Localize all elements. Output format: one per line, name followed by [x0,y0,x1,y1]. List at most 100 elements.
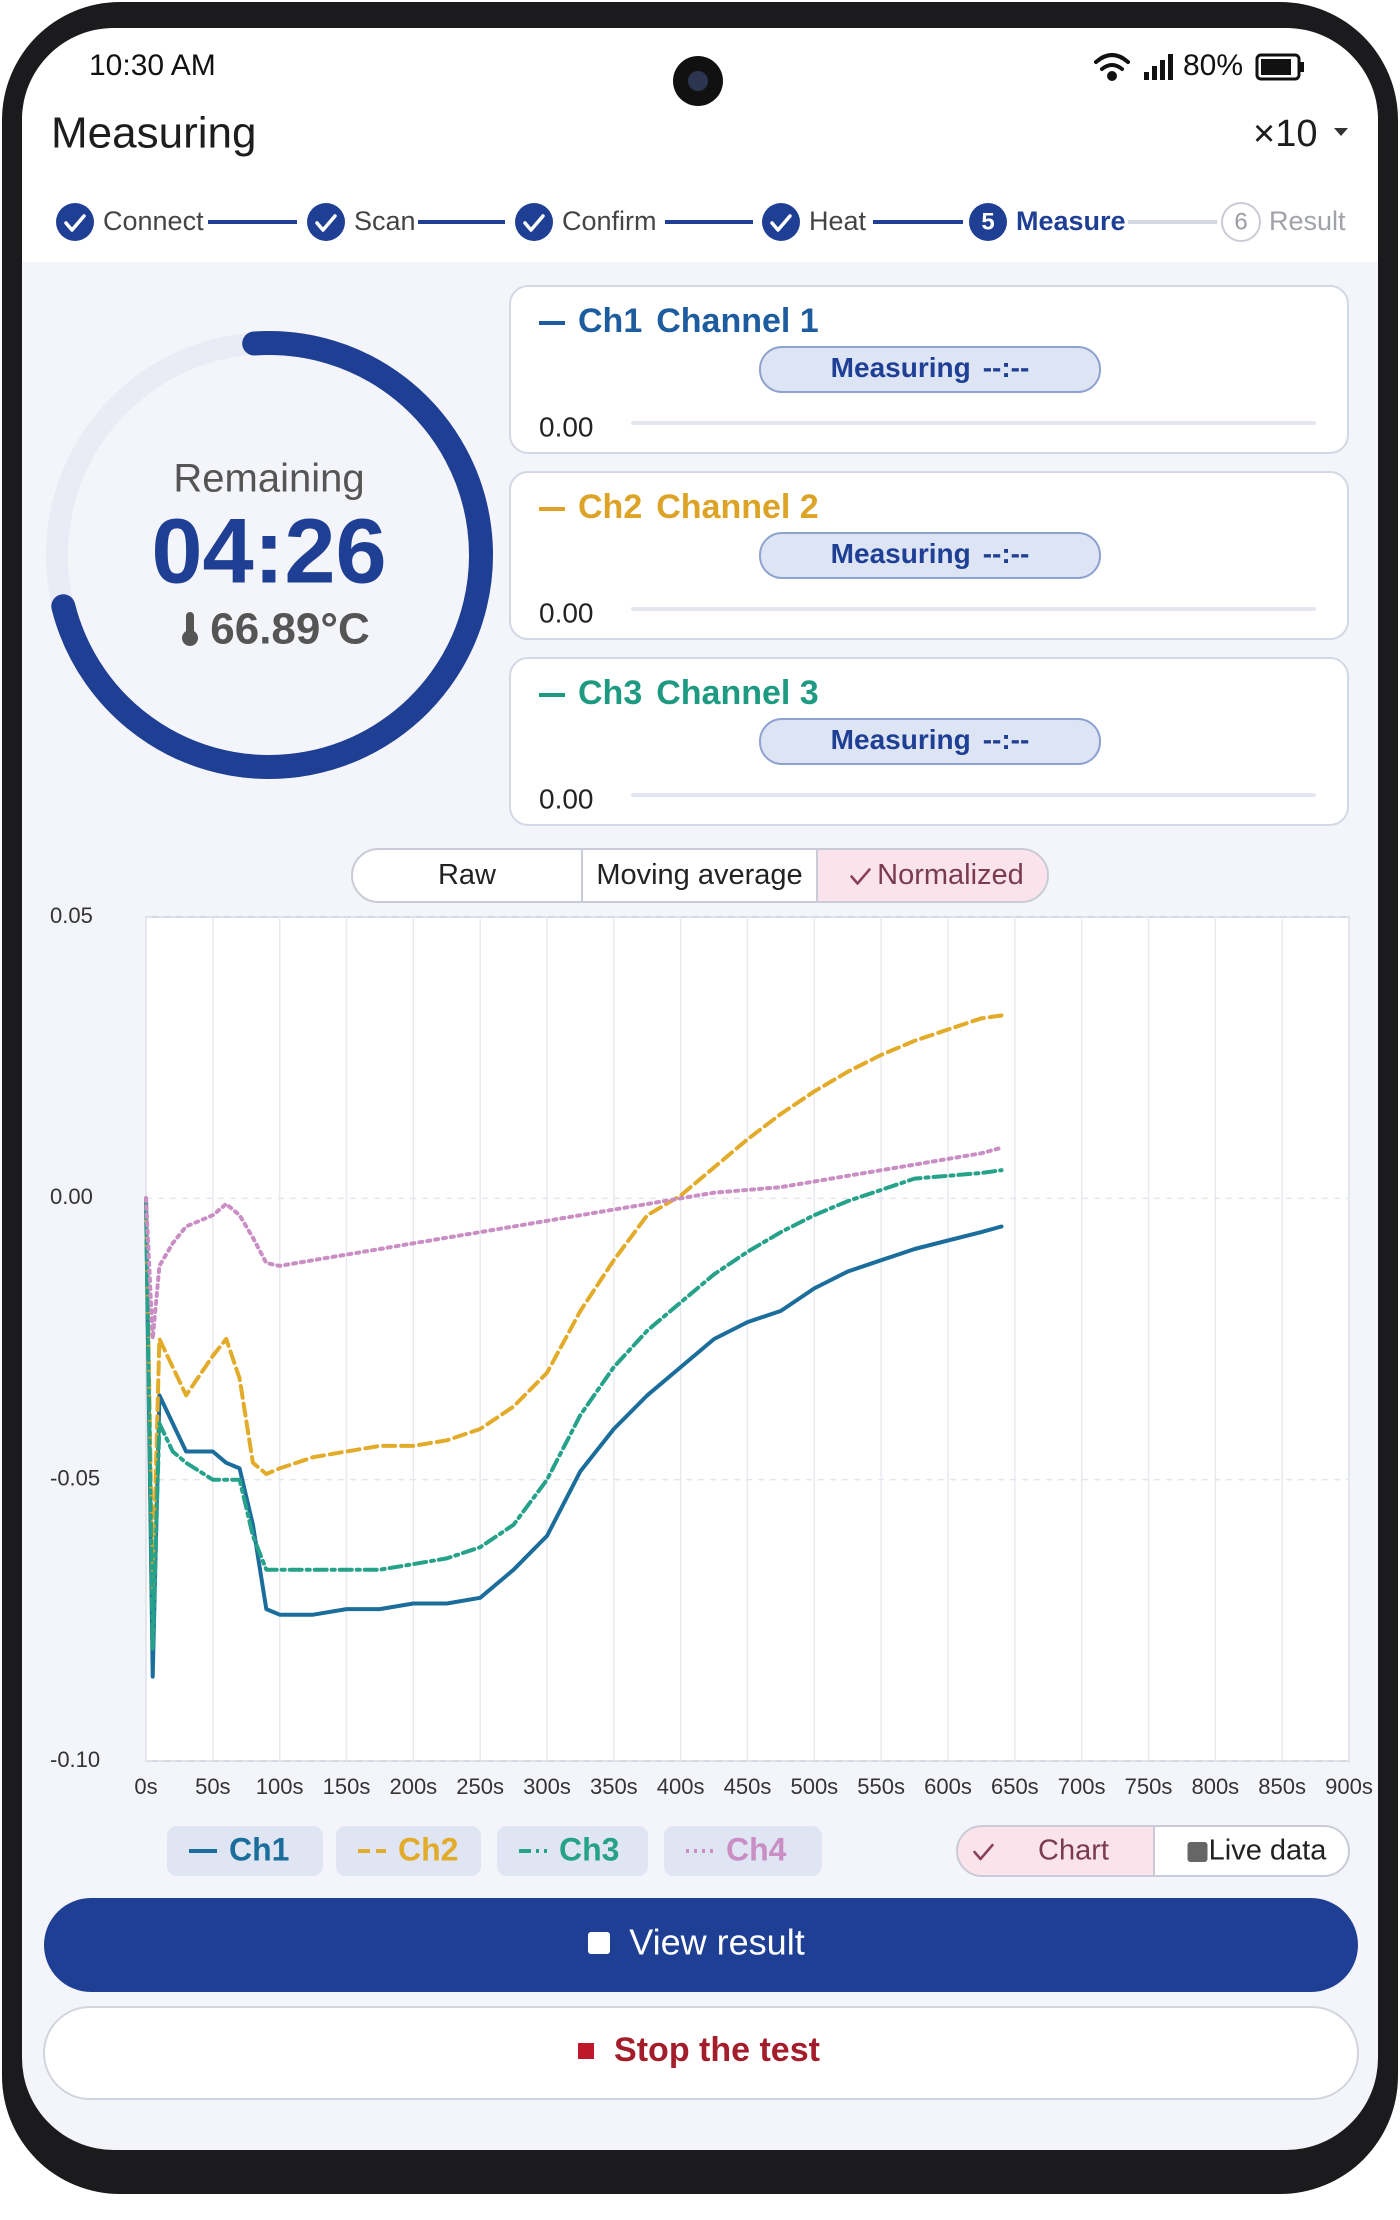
x-tick-label: 300s [523,1774,571,1799]
channel-name: Channel 2 [656,488,818,526]
segmented-control[interactable]: Chart Live data [956,1825,1350,1877]
status-time: 10:30 AM [89,49,216,82]
status-pill [759,346,1101,393]
view-result-button[interactable]: View result [44,1898,1358,1992]
series-line [144,1196,1004,1679]
segment-selected-bg [817,849,1048,902]
segmented-control[interactable]: Raw Moving average Normalized [351,848,1049,903]
x-tick-label: 800s [1191,1774,1239,1799]
step-active-circle [969,203,1007,241]
status-text: Measuring --:-- [831,352,1030,383]
stop-test-button[interactable]: Stop the test [43,2006,1359,2100]
step-done-circle [307,203,345,241]
channel-id: Ch3 [578,674,642,712]
channel-card: Ch2 Channel 2 Measuring --:-- 0.00 [509,471,1349,640]
status-text: Measuring --:-- [831,538,1030,569]
channel-name: Channel 3 [656,674,818,712]
temperature: 66.89°C [210,605,369,654]
y-tick-label: -0.10 [50,1747,100,1772]
check-icon [523,214,545,232]
legend-chip-bg[interactable] [167,1826,323,1876]
x-tick-label: 700s [1058,1774,1106,1799]
legend-chip[interactable]: Ch4 [664,1826,822,1876]
x-tick-label: 50s [195,1774,230,1799]
channel-value: 0.00 [539,597,594,628]
channel-title: Ch2 Channel 2 [578,488,819,526]
y-tick-label: 0.05 [50,903,93,928]
segment-label[interactable]: Normalized [877,859,1024,891]
stop-test-label[interactable]: Stop the test [614,2031,820,2069]
step-label: Connect [103,206,204,236]
channel-name: Channel 1 [656,302,818,340]
status-label: Measuring [831,352,971,383]
step-done-circle [762,203,800,241]
x-tick-label: 850s [1258,1774,1306,1799]
ring-progress [51,331,493,779]
legend-chip[interactable]: Ch2 [336,1826,481,1876]
x-tick-label: 450s [724,1774,772,1799]
status-eta: --:-- [983,724,1030,755]
channel-title: Ch3 Channel 3 [578,674,819,712]
legend-chip[interactable]: Ch3 [497,1826,648,1876]
step-label: Scan [354,206,416,236]
segment-label[interactable]: Live data [1209,1835,1328,1867]
channel-value: 0.00 [539,783,594,814]
check-icon [770,214,792,232]
status-label: Measuring [831,724,971,755]
channel-value: 0.00 [539,411,594,442]
segment-label[interactable]: Raw [438,859,497,891]
segment-selected-bg [957,1826,1154,1876]
channel-card: Ch1 Channel 1 Measuring --:-- 0.00 [509,285,1349,454]
step-done-circle [515,203,553,241]
battery-level: 80% [1183,49,1243,82]
series-line [144,1145,1004,1341]
status-eta: --:-- [983,352,1030,383]
series-line [144,1168,1004,1651]
legend-label[interactable]: Ch1 [229,1831,289,1867]
step-label: Measure [1016,206,1126,236]
check-icon [850,868,871,885]
step-number: 6 [1234,208,1247,235]
signal-icon [1144,54,1173,80]
x-tick-label: 100s [256,1774,304,1799]
status-text: Measuring --:-- [831,724,1030,755]
x-tick-label: 150s [323,1774,371,1799]
status-eta: --:-- [983,538,1030,569]
check-icon [973,1843,994,1861]
segment-fills [581,849,1048,902]
multiplier-select[interactable]: ×10 [1253,113,1317,155]
step-label: Confirm [562,206,657,236]
view-result-label[interactable]: View result [629,1922,804,1963]
wifi-icon [1094,53,1130,81]
channel-id: Ch2 [578,488,642,526]
timer-value: 04:26 [151,500,386,602]
legend-label[interactable]: Ch2 [398,1831,458,1867]
x-tick-label: 650s [991,1774,1039,1799]
dropdown-caret [1334,128,1348,136]
legend-label[interactable]: Ch4 [726,1831,787,1867]
stop-test-bg[interactable] [43,2006,1359,2100]
x-tick-label: 900s [1325,1774,1373,1799]
segment-icon [1187,1842,1208,1862]
view-result-bg[interactable] [44,1898,1358,1992]
legend-chip[interactable]: Ch1 [167,1826,323,1876]
legend-chip-bg[interactable] [336,1826,481,1876]
legend-chip-bg[interactable] [497,1826,648,1876]
result-icon [588,1932,610,1954]
segment-fills [957,1826,1155,1876]
segment-label[interactable]: Moving average [596,859,802,891]
segment-label[interactable]: Chart [1038,1835,1109,1867]
camera-lens [688,71,708,91]
legend-chip-bg[interactable] [664,1826,822,1876]
x-tick-label: 750s [1125,1774,1173,1799]
x-tick-label: 200s [389,1774,437,1799]
status-pill [759,532,1101,579]
step-done-circle [56,203,94,241]
legend-label[interactable]: Ch3 [559,1831,619,1867]
series-line [144,1013,1004,1595]
battery-icon [1255,53,1304,81]
status-label: Measuring [831,538,971,569]
step-pending-circle [1221,202,1261,242]
segmented-border [956,1825,1350,1877]
